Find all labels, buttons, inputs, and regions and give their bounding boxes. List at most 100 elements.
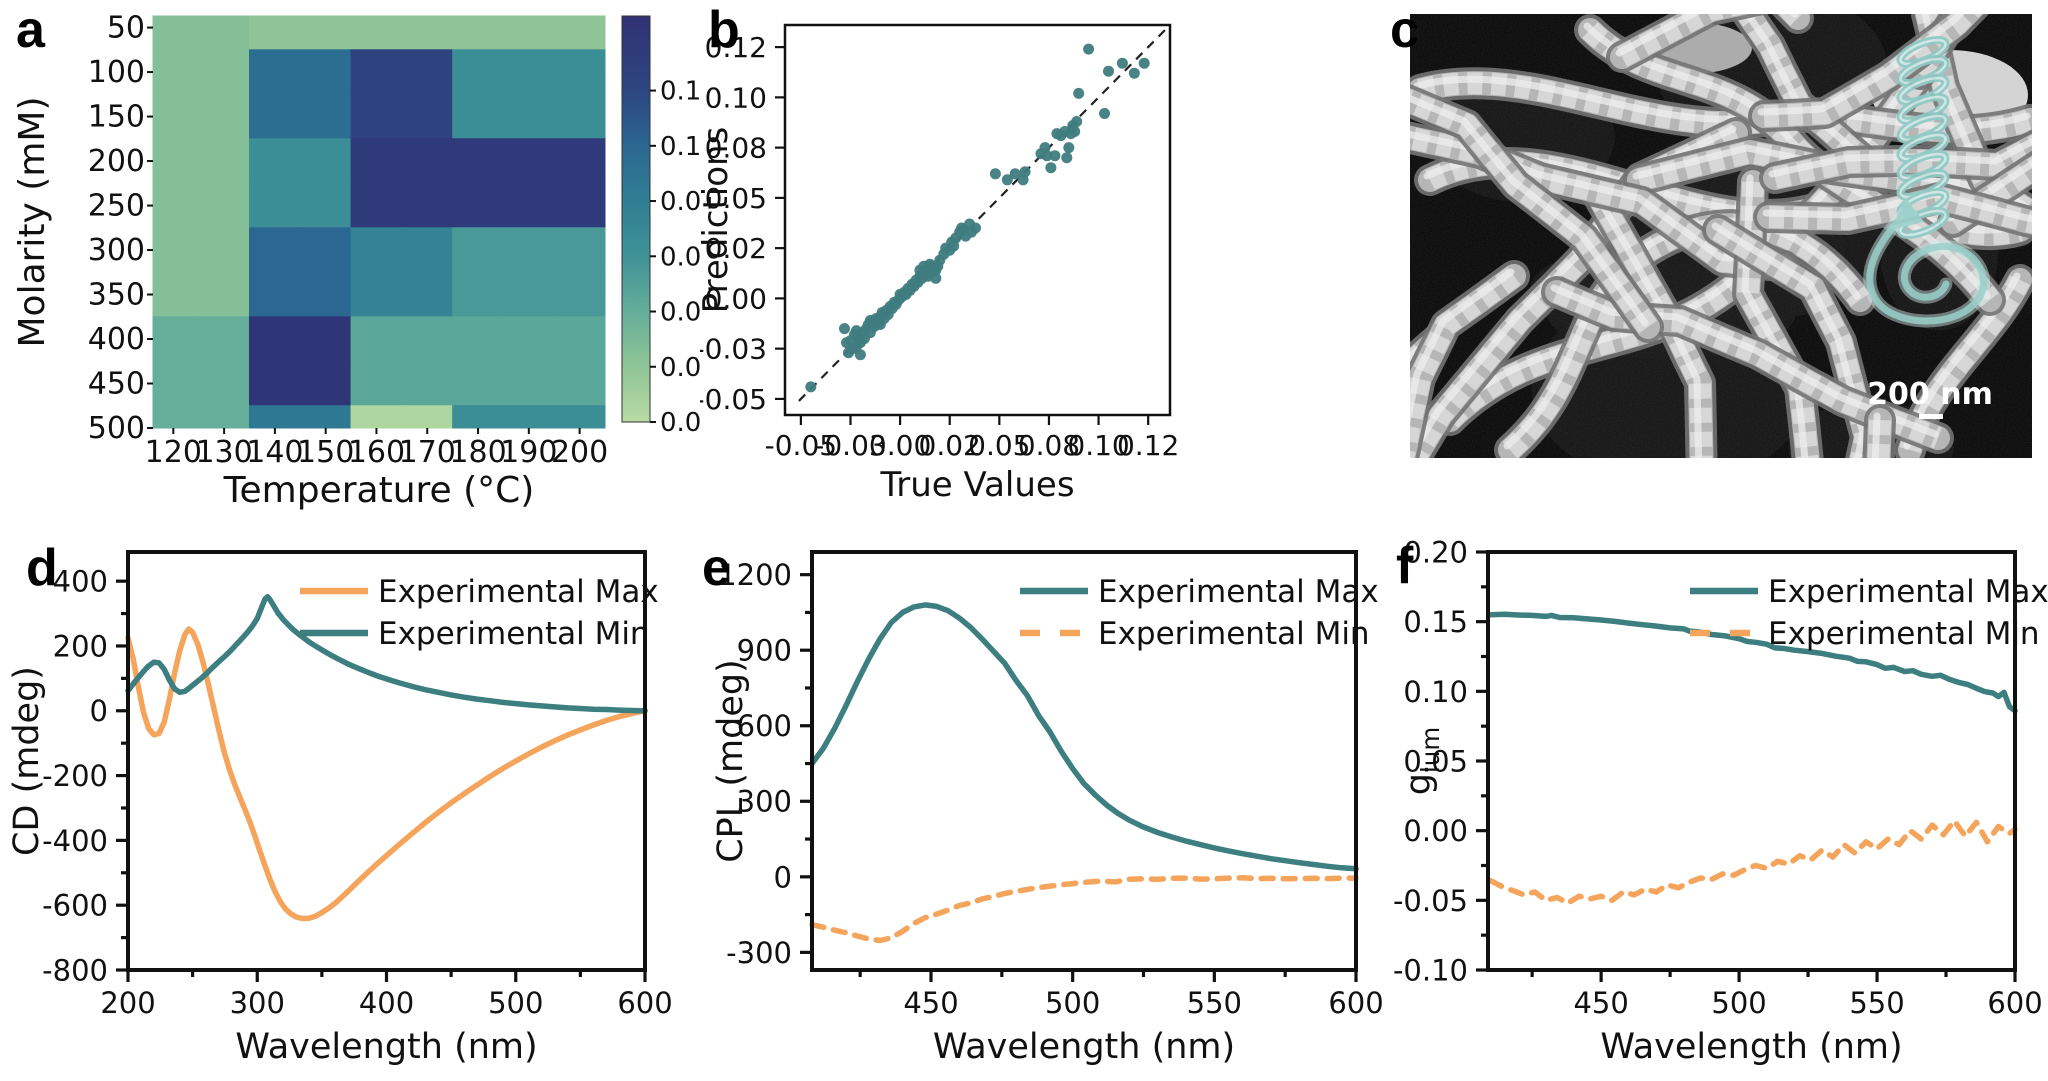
heatmap-cell: [502, 227, 555, 273]
y-tick-label: 0.20: [1403, 540, 1468, 569]
heatmap-cell: [452, 138, 504, 184]
heatmap-cell: [299, 271, 352, 318]
heatmap-cell: [299, 360, 352, 407]
heatmap-cell: [553, 93, 606, 140]
y-tick-label: 350: [88, 278, 145, 313]
heatmap-cell: [299, 93, 352, 140]
legend: Experimental Max Experimental Min: [1690, 574, 2048, 652]
scatter-point: [1001, 174, 1013, 186]
colorbar-tick-label: 0.02: [660, 353, 700, 383]
legend: Experimental Max Experimental Min: [300, 574, 659, 652]
heatmap-cell: [350, 271, 403, 318]
y-tick-label: 500: [88, 411, 145, 446]
y-tick-label: 150: [88, 100, 145, 135]
x-tick-label: 600: [617, 986, 672, 1020]
y-tick-label: 0.10: [1403, 675, 1468, 709]
heatmap-cell: [299, 49, 352, 95]
heatmap-cell: [350, 15, 403, 51]
plot-frame: [1486, 550, 2017, 972]
y-tick-label: -0.05: [700, 383, 767, 416]
series-group: [809, 602, 1359, 944]
legend-label: Experimental Max: [378, 574, 659, 610]
x-tick-label: 180: [449, 435, 506, 470]
x-tick-label: 450: [903, 986, 958, 1020]
heatmap-cell: [553, 15, 606, 51]
y-tick-label: 0.00: [1403, 814, 1468, 848]
heatmap-cell: [152, 271, 200, 318]
x-tick-label: 190: [500, 435, 557, 470]
axes: 450 500 550 600 -300 0 300 600 900 1200 Wavelength…: [711, 550, 1384, 1067]
heatmap-cell: [553, 360, 606, 407]
scatter-point: [854, 349, 866, 361]
heatmap-cell: [502, 15, 555, 51]
series-experimental-min: [809, 875, 1359, 944]
series-group: [125, 593, 648, 922]
x-tick-label: 550: [1849, 986, 1904, 1020]
x-tick-label: 200: [551, 435, 608, 470]
scatter-points: [805, 43, 1150, 393]
x-tick-label: -0.03: [814, 429, 886, 462]
heatmap-cell: [401, 360, 454, 407]
legend: Experimental Max Experimental Min: [1020, 574, 1379, 652]
scatter-point: [839, 323, 850, 335]
heatmap-cell: [553, 182, 606, 229]
heatmap-cell: [248, 316, 301, 362]
x-tick-label: 0.05: [968, 429, 1030, 462]
scatter-point: [1071, 116, 1083, 127]
y-axis-title: CD (mdeg): [7, 666, 47, 856]
scatter-point: [1061, 152, 1073, 164]
heatmap-cell: [198, 271, 250, 318]
heatmap-cell: [198, 227, 250, 273]
panel-label-e: e: [702, 539, 731, 597]
y-tick-label: 0: [774, 860, 792, 894]
heatmap-cell: [299, 138, 352, 184]
panel-cpl-spectrum: e 450 500 550 600 -300 0 300 600 900 1200 Waveleng…: [700, 540, 1390, 1081]
scatter-point: [1063, 142, 1075, 154]
heatmap-cell: [553, 227, 606, 273]
x-tick-label: 450: [1573, 986, 1628, 1020]
colorbar: 0.00 0.02 0.04 0.06 0.08 0.10 0.12: [621, 15, 700, 438]
heatmap-cell: [248, 138, 301, 184]
heatmap-cell: [198, 15, 250, 51]
heatmap-cell: [299, 316, 352, 362]
scatter-point: [1103, 65, 1114, 77]
x-tick-label: 120: [145, 435, 202, 470]
x-tick-label: 130: [195, 435, 252, 470]
heatmap-cell: [350, 360, 403, 407]
heatmap-cell: [152, 316, 200, 362]
x-tick-label: 140: [246, 435, 303, 470]
colorbar-tick-label: 0.00: [660, 408, 700, 438]
legend-item: Experimental Max: [300, 574, 659, 610]
y-tick-label: 0.12: [705, 31, 767, 64]
heatmap-cell: [452, 405, 504, 429]
x-tick-label: 500: [1045, 986, 1100, 1020]
series-experimental-max: [1488, 611, 2018, 714]
scatter-point: [1073, 87, 1085, 99]
heatmap-cell: [502, 360, 555, 407]
heatmap-cell: [401, 49, 454, 95]
x-tick-label: 600: [1987, 986, 2042, 1020]
y-tick-label: 200: [88, 144, 145, 179]
series-group: [1488, 611, 2018, 906]
heatmap-cell: [299, 405, 352, 429]
y-axis-title: Predictions: [700, 127, 736, 314]
legend-label: Experimental Max: [1098, 574, 1379, 610]
y-tick-label: -0.10: [1393, 953, 1468, 987]
y-tick-label: -300: [726, 936, 792, 970]
panel-label-f: f: [1396, 537, 1414, 595]
x-axis-title: Wavelength (nm): [933, 1027, 1235, 1067]
series-experimental-max: [809, 602, 1359, 872]
heatmap-cell: [502, 138, 555, 184]
y-tick-label: 100: [88, 55, 145, 90]
x-tick-label: 0.00: [869, 429, 931, 462]
x-tick-label: 150: [297, 435, 354, 470]
panel-sem-image: c 200 nm: [1390, 0, 2048, 535]
sem-image: 200 nm: [1410, 14, 2032, 458]
x-axis-title: Temperature (°C): [223, 470, 535, 511]
y-tick-label: 400: [53, 565, 108, 599]
y-tick-label: 50: [107, 11, 145, 46]
heatmap-cell: [299, 227, 352, 273]
heatmap-cell: [401, 93, 454, 140]
x-tick-label: 500: [488, 986, 543, 1020]
